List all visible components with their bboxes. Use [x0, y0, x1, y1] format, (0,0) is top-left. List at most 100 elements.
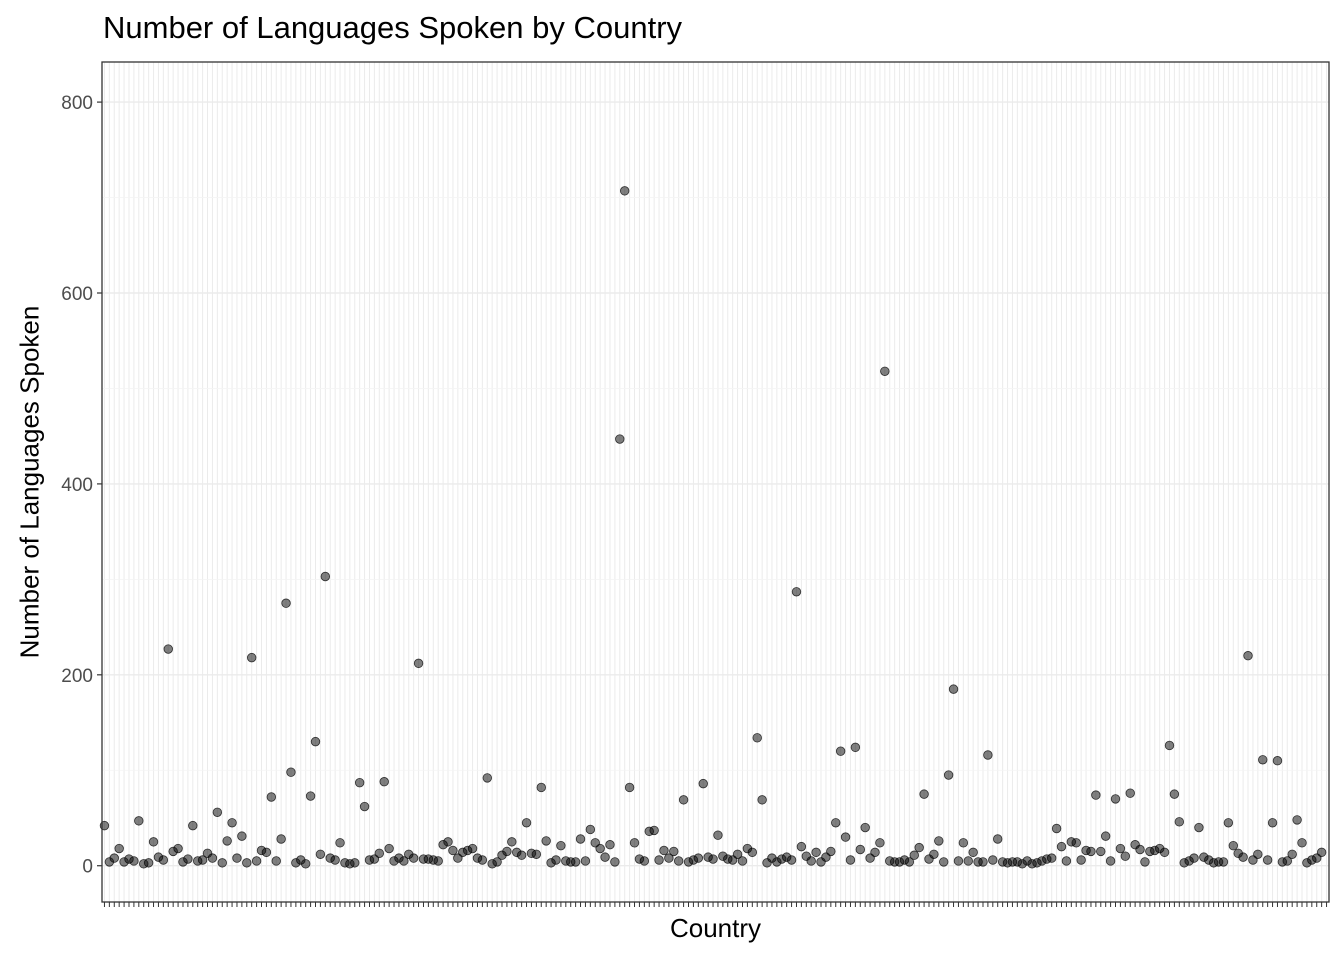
y-tick-label: 400: [61, 475, 93, 496]
data-point: [217, 858, 227, 868]
data-point: [374, 848, 385, 859]
data-point: [585, 824, 596, 835]
data-point: [958, 838, 969, 848]
data-point: [620, 186, 630, 196]
data-point: [737, 856, 748, 866]
data-point: [227, 818, 237, 828]
data-point: [831, 818, 841, 828]
data-point: [330, 855, 340, 865]
data-point: [335, 838, 345, 848]
data-point: [129, 856, 139, 866]
data-point: [467, 843, 478, 854]
data-point: [531, 849, 542, 859]
data-point: [1297, 838, 1307, 848]
data-point: [669, 846, 679, 857]
data-point: [1169, 789, 1180, 799]
data-point: [222, 836, 232, 846]
data-point: [1120, 851, 1131, 861]
data-point: [595, 843, 605, 854]
data-point: [158, 855, 169, 865]
data-point: [1115, 843, 1126, 854]
data-point: [732, 849, 743, 859]
data-point: [615, 434, 625, 444]
data-point: [143, 858, 154, 868]
data-point: [261, 847, 272, 858]
data-point: [1046, 853, 1057, 863]
data-point: [1135, 844, 1145, 855]
data-point: [943, 770, 954, 780]
data-point: [1076, 855, 1086, 865]
data-point: [570, 857, 581, 867]
data-point: [1194, 822, 1204, 833]
data-point: [183, 854, 193, 864]
data-point: [904, 857, 915, 867]
y-tick-label: 200: [61, 666, 93, 687]
data-point: [354, 777, 365, 788]
data-point: [536, 782, 546, 793]
data-point: [384, 843, 394, 854]
data-point: [300, 859, 311, 869]
data-point: [399, 856, 409, 866]
data-point: [507, 837, 517, 847]
data-point: [1316, 847, 1327, 858]
data-point: [580, 856, 591, 866]
data-point: [281, 598, 291, 608]
data-point: [286, 767, 296, 777]
y-tick-label: 800: [61, 93, 93, 114]
data-point: [271, 856, 281, 866]
data-point: [968, 847, 978, 858]
data-point: [875, 838, 885, 848]
data-point: [1189, 853, 1199, 863]
data-point: [1096, 846, 1106, 857]
data-point: [148, 837, 159, 847]
data-point: [629, 838, 640, 848]
data-point: [840, 832, 851, 842]
data-point: [413, 658, 424, 669]
data-point: [1262, 855, 1273, 865]
data-point: [806, 856, 816, 866]
chart-title: Number of Languages Spoken by Country: [103, 10, 683, 45]
data-point: [1228, 840, 1238, 851]
data-point: [835, 746, 846, 756]
data-point: [207, 853, 218, 863]
data-point: [1287, 849, 1297, 859]
data-point: [1125, 788, 1135, 798]
data-point: [693, 853, 704, 863]
data-point: [880, 366, 890, 376]
data-point: [963, 856, 973, 866]
data-point: [408, 853, 419, 863]
data-point: [114, 843, 124, 854]
data-point: [1100, 831, 1111, 841]
data-point: [786, 855, 797, 865]
data-point: [134, 816, 144, 826]
data-point: [551, 855, 561, 865]
data-point: [379, 777, 389, 787]
data-point: [708, 854, 718, 864]
data-point: [953, 856, 964, 866]
y-tick-label: 600: [61, 284, 93, 305]
data-point: [1238, 852, 1248, 862]
data-point: [1272, 756, 1283, 766]
data-point: [315, 849, 326, 859]
data-point: [624, 782, 635, 793]
data-point: [1164, 740, 1175, 751]
data-point: [1223, 818, 1234, 828]
data-point: [1253, 849, 1263, 859]
data-point: [664, 853, 674, 863]
data-point: [541, 836, 551, 846]
data-point: [359, 801, 370, 812]
data-point: [757, 795, 767, 805]
data-point: [1292, 815, 1302, 825]
data-point: [1140, 857, 1150, 867]
data-point: [521, 818, 532, 828]
data-point: [188, 820, 198, 831]
data-point: [232, 853, 242, 863]
data-point: [948, 684, 959, 694]
data-point: [516, 850, 527, 860]
data-point: [673, 856, 684, 866]
data-point: [305, 791, 316, 801]
data-point: [443, 837, 453, 847]
data-point: [266, 792, 277, 802]
data-point: [639, 856, 650, 866]
